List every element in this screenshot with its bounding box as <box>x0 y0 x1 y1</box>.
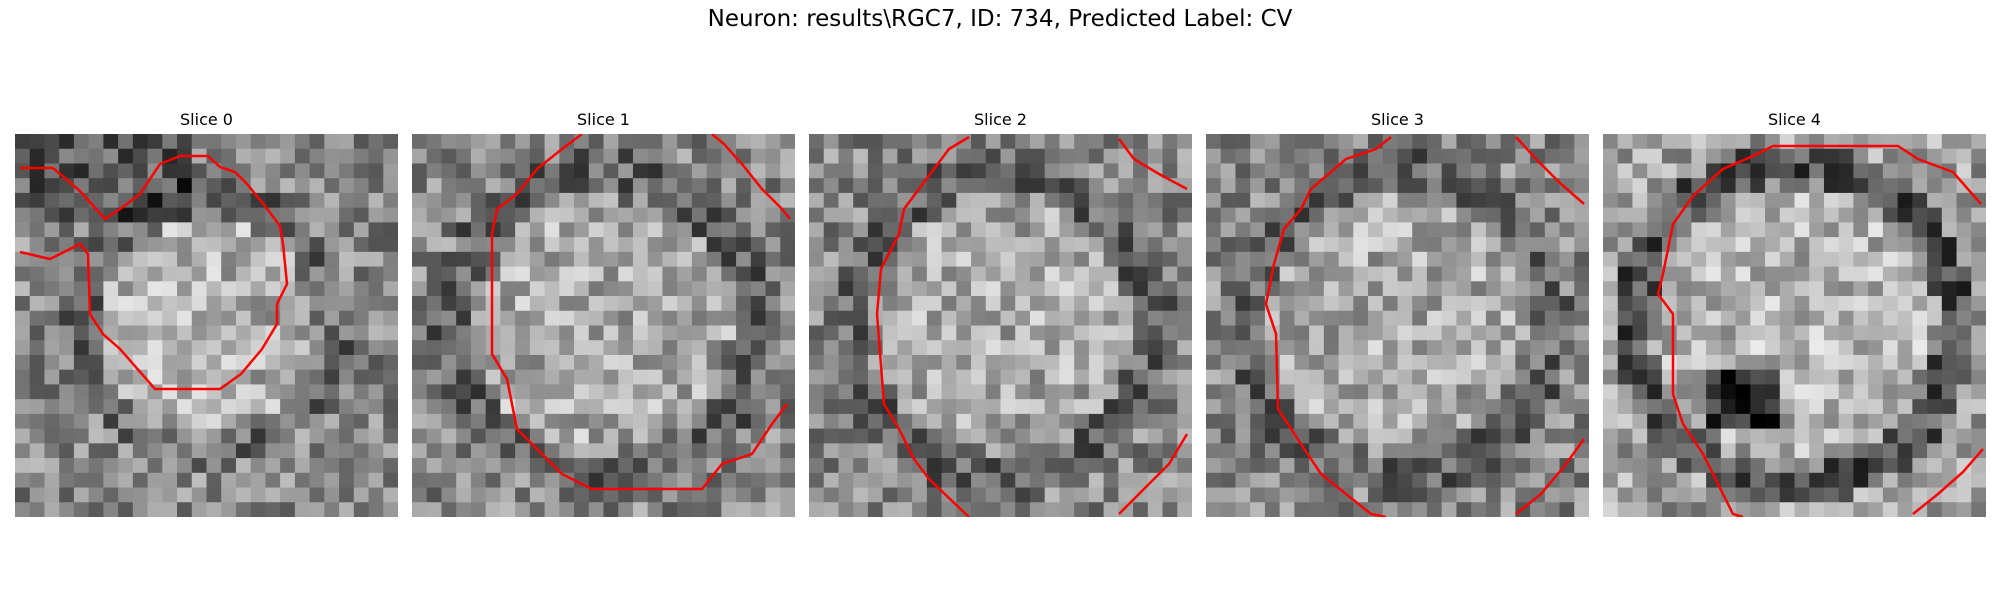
slice-image <box>15 134 398 517</box>
slice-panel-1: Slice 1 <box>412 108 795 517</box>
contour-line <box>711 134 791 220</box>
slice-image <box>412 134 795 517</box>
contour-line <box>1773 144 1982 205</box>
contour-line <box>1515 438 1586 515</box>
contour-line <box>19 154 289 391</box>
contour-line <box>1118 433 1189 515</box>
slice-panel-0: Slice 0 <box>15 108 398 517</box>
slice-panel-4: Slice 4 <box>1603 108 1986 517</box>
contour-line <box>1515 136 1585 205</box>
contour-line <box>1912 448 1984 515</box>
contour-line <box>1264 136 1392 517</box>
slice-title: Slice 0 <box>180 110 233 129</box>
slice-title: Slice 4 <box>1768 110 1821 129</box>
slice-panel-3: Slice 3 <box>1206 108 1589 517</box>
slice-image <box>809 134 1192 517</box>
slice-title: Slice 3 <box>1371 110 1424 129</box>
contour-line <box>875 135 970 517</box>
contour-line <box>1656 144 1774 517</box>
slice-title: Slice 2 <box>974 110 1027 129</box>
figure-title: Neuron: results\RGC7, ID: 734, Predicted… <box>707 6 1293 32</box>
slice-image <box>1206 134 1589 517</box>
contour-line <box>1118 138 1188 191</box>
slice-title: Slice 1 <box>577 110 630 129</box>
contour-line <box>490 134 788 491</box>
slice-image <box>1603 134 1986 517</box>
slice-panel-2: Slice 2 <box>809 108 1192 517</box>
